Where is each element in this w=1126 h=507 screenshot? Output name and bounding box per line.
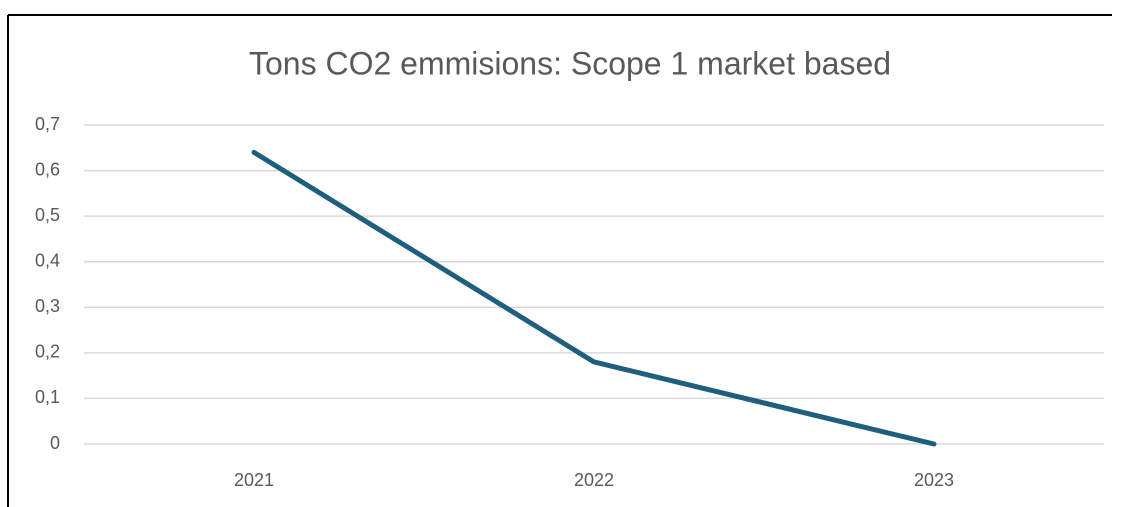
x-tick-label: 2022: [574, 470, 614, 490]
y-tick-label: 0,6: [35, 159, 60, 179]
line-series: [251, 149, 937, 447]
y-tick-label: 0: [50, 433, 60, 453]
chart-title: Tons CO2 emmisions: Scope 1 market based: [249, 45, 891, 81]
y-tick-label: 0,3: [35, 296, 60, 316]
y-tick-label: 0,5: [35, 205, 60, 225]
x-tick-label: 2023: [914, 470, 954, 490]
x-tick-label: 2021: [234, 470, 274, 490]
y-tick-label: 0,4: [35, 250, 60, 270]
y-tick-label: 0,2: [35, 342, 60, 362]
y-tick-label: 0,7: [35, 114, 60, 134]
y-tick-label: 0,1: [35, 387, 60, 407]
